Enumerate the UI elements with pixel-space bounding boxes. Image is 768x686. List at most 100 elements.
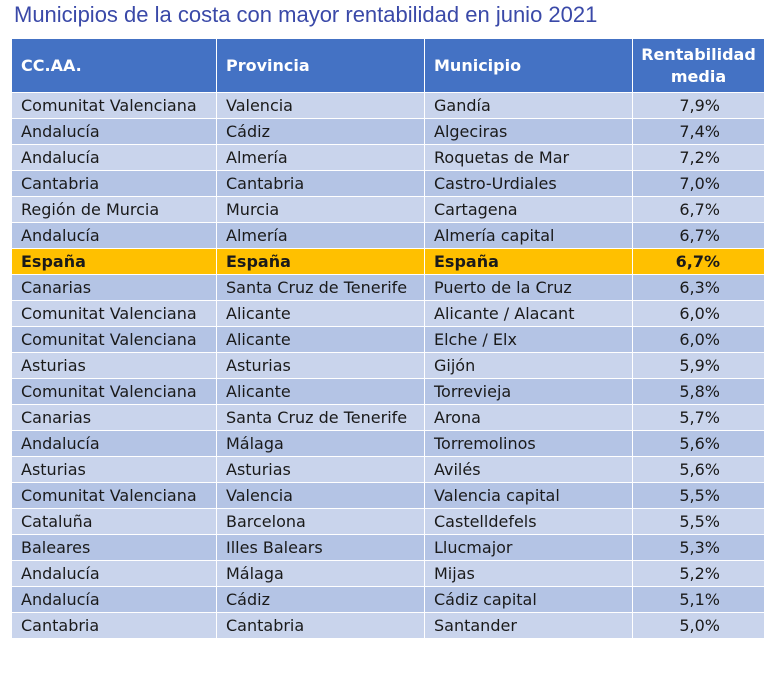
table-row: Cantabria Cantabria Castro-Urdiales 7,0% [11,170,765,197]
table-row: Comunitat Valenciana Valencia Gandía 7,9% [11,92,765,119]
cell-ccaa: Canarias [11,404,217,431]
table-row: Canarias Santa Cruz de Tenerife Puerto de … [11,274,765,301]
cell-municipio: Torremolinos [424,430,633,457]
cell-provincia: Asturias [216,352,425,379]
table-row: Andalucía Almería Almería capital 6,7% [11,222,765,249]
cell-provincia: Valencia [216,482,425,509]
table-row: Andalucía Málaga Mijas 5,2% [11,560,765,587]
table-row: Cataluña Barcelona Castelldefels 5,5% [11,508,765,535]
cell-municipio: Castelldefels [424,508,633,535]
table-header-row: CC.AA. Provincia Municipio Rentabilidad … [11,38,765,93]
header-rentabilidad: Rentabilidad media [632,38,765,93]
cell-ccaa: Comunitat Valenciana [11,92,217,119]
table-row: Asturias Asturias Gijón 5,9% [11,352,765,379]
table-row: Andalucía Cádiz Algeciras 7,4% [11,118,765,145]
cell-provincia: Santa Cruz de Tenerife [216,274,425,301]
cell-ccaa: Comunitat Valenciana [11,300,217,327]
table-row: Comunitat Valenciana Alicante Torrevieja 5,… [11,378,765,405]
header-ccaa: CC.AA. [11,38,217,93]
cell-provincia: Cádiz [216,118,425,145]
cell-rentabilidad: 7,0% [632,170,765,197]
cell-ccaa: Asturias [11,456,217,483]
cell-ccaa: Cantabria [11,170,217,197]
cell-ccaa: Baleares [11,534,217,561]
table-row: Andalucía Málaga Torremolinos 5,6% [11,430,765,457]
table-row: Canarias Santa Cruz de Tenerife Arona 5,7% [11,404,765,431]
cell-provincia: Almería [216,144,425,171]
cell-municipio: Roquetas de Mar [424,144,633,171]
cell-provincia: Asturias [216,456,425,483]
cell-rentabilidad: 5,6% [632,430,765,457]
table-row: Asturias Asturias Avilés 5,6% [11,456,765,483]
cell-municipio: Puerto de la Cruz [424,274,633,301]
cell-municipio: Castro-Urdiales [424,170,633,197]
cell-municipio: Valencia capital [424,482,633,509]
cell-rentabilidad: 7,9% [632,92,765,119]
header-municipio: Municipio [424,38,633,93]
cell-ccaa: Andalucía [11,144,217,171]
table-row: Andalucía Almería Roquetas de Mar 7,2% [11,144,765,171]
cell-provincia: Valencia [216,92,425,119]
cell-ccaa: Comunitat Valenciana [11,482,217,509]
cell-provincia: Cantabria [216,170,425,197]
cell-provincia: Alicante [216,326,425,353]
cell-rentabilidad: 6,7% [632,248,765,275]
table-row: Comunitat Valenciana Alicante Alicante / A… [11,300,765,327]
cell-provincia: Santa Cruz de Tenerife [216,404,425,431]
cell-rentabilidad: 7,2% [632,144,765,171]
cell-municipio: Cádiz capital [424,586,633,613]
cell-municipio: Mijas [424,560,633,587]
table-row: Comunitat Valenciana Alicante Elche / Elx 6… [11,326,765,353]
cell-rentabilidad: 5,6% [632,456,765,483]
page-title: Municipios de la costa con mayor rentabi… [14,2,598,27]
cell-municipio: España [424,248,633,275]
cell-municipio: Algeciras [424,118,633,145]
cell-ccaa: Asturias [11,352,217,379]
cell-rentabilidad: 5,3% [632,534,765,561]
cell-provincia: Illes Balears [216,534,425,561]
table-row: Comunitat Valenciana Valencia Valencia cap… [11,482,765,509]
cell-ccaa: Canarias [11,274,217,301]
cell-rentabilidad: 6,7% [632,196,765,223]
cell-ccaa: Andalucía [11,560,217,587]
cell-ccaa: Región de Murcia [11,196,217,223]
cell-rentabilidad: 5,5% [632,508,765,535]
cell-rentabilidad: 5,8% [632,378,765,405]
cell-provincia: Málaga [216,430,425,457]
table-body: Comunitat Valenciana Valencia Gandía 7,9% An… [11,92,765,639]
cell-municipio: Alicante / Alacant [424,300,633,327]
cell-municipio: Llucmajor [424,534,633,561]
cell-ccaa: Cantabria [11,612,217,639]
cell-municipio: Arona [424,404,633,431]
cell-rentabilidad: 6,7% [632,222,765,249]
cell-provincia: Cádiz [216,586,425,613]
cell-rentabilidad: 5,5% [632,482,765,509]
cell-municipio: Avilés [424,456,633,483]
cell-provincia: España [216,248,425,275]
cell-ccaa: Andalucía [11,430,217,457]
cell-ccaa: Comunitat Valenciana [11,378,217,405]
cell-municipio: Cartagena [424,196,633,223]
cell-ccaa: Andalucía [11,118,217,145]
cell-rentabilidad: 5,7% [632,404,765,431]
cell-provincia: Alicante [216,378,425,405]
cell-rentabilidad: 6,0% [632,300,765,327]
cell-provincia: Málaga [216,560,425,587]
cell-municipio: Torrevieja [424,378,633,405]
cell-municipio: Elche / Elx [424,326,633,353]
table-row: Andalucía Cádiz Cádiz capital 5,1% [11,586,765,613]
cell-ccaa: Comunitat Valenciana [11,326,217,353]
cell-provincia: Almería [216,222,425,249]
cell-rentabilidad: 5,2% [632,560,765,587]
cell-rentabilidad: 6,0% [632,326,765,353]
cell-municipio: Almería capital [424,222,633,249]
cell-provincia: Cantabria [216,612,425,639]
cell-ccaa: España [11,248,217,275]
cell-ccaa: Cataluña [11,508,217,535]
rentabilidad-table: CC.AA. Provincia Municipio Rentabilidad … [11,38,765,639]
cell-municipio: Santander [424,612,633,639]
cell-rentabilidad: 6,3% [632,274,765,301]
table-row: Baleares Illes Balears Llucmajor 5,3% [11,534,765,561]
cell-municipio: Gandía [424,92,633,119]
table-row: Región de Murcia Murcia Cartagena 6,7% [11,196,765,223]
